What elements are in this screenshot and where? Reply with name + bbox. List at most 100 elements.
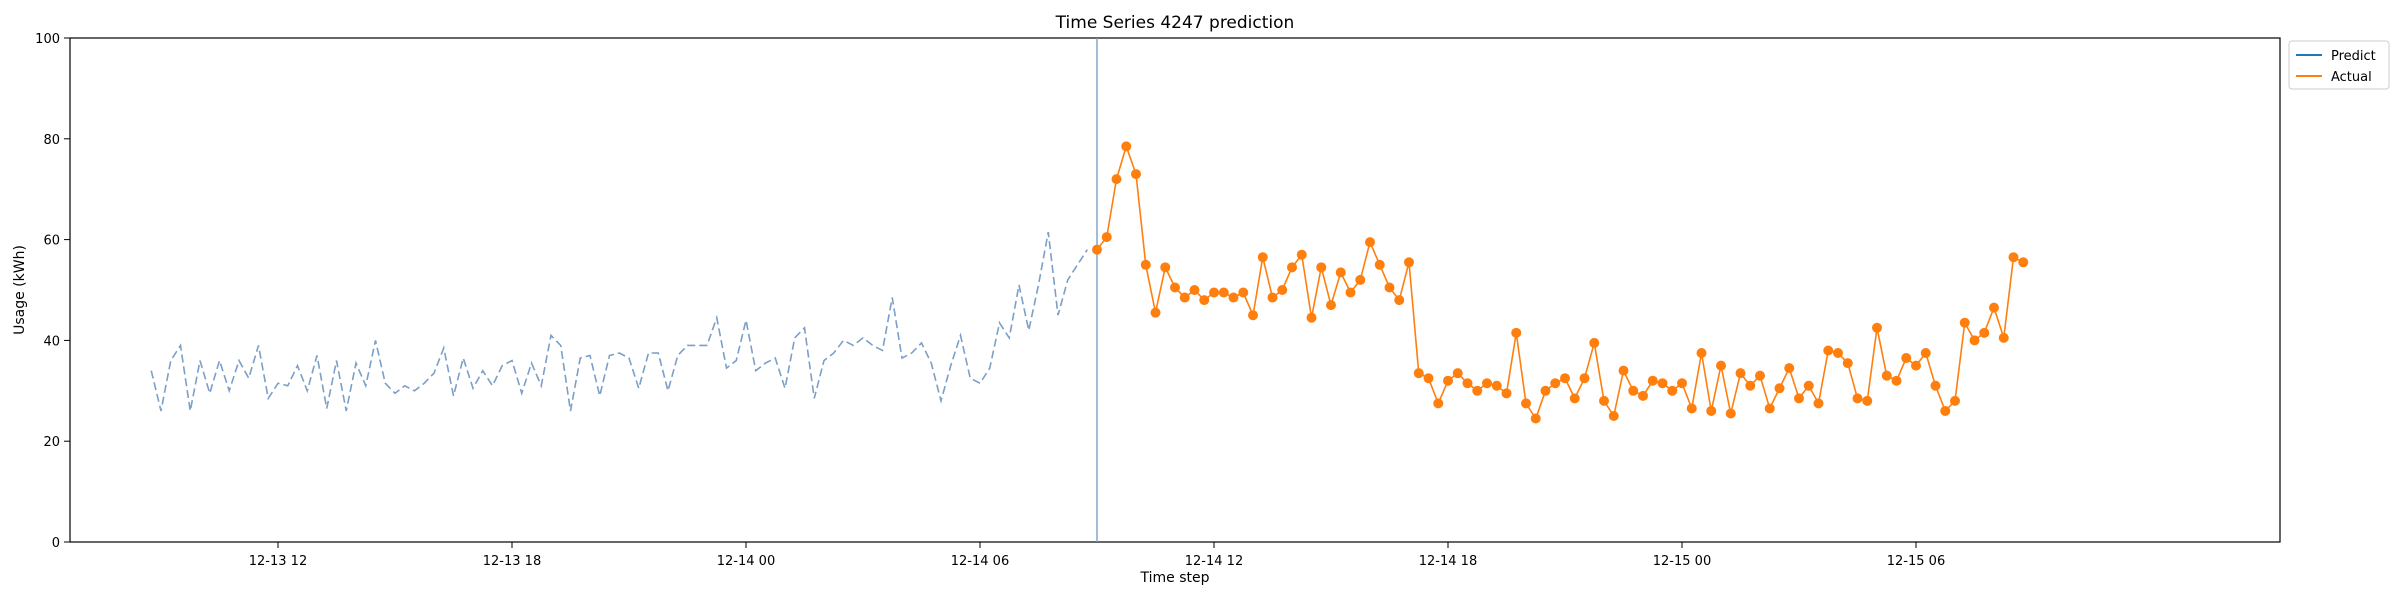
actual-point bbox=[1638, 390, 1648, 401]
y-tick-label: 100 bbox=[35, 32, 60, 47]
actual-point bbox=[1296, 249, 1307, 260]
actual-point bbox=[1462, 378, 1473, 389]
actual-point bbox=[1433, 398, 1444, 409]
actual-point bbox=[1404, 257, 1414, 268]
actual-point bbox=[1725, 408, 1736, 419]
actual-point bbox=[1394, 295, 1405, 306]
actual-point bbox=[1326, 300, 1336, 311]
y-tick-label: 80 bbox=[43, 133, 60, 148]
actual-point bbox=[1735, 368, 1746, 379]
actual-point bbox=[1189, 285, 1200, 295]
actual-point bbox=[1891, 375, 1902, 386]
actual-point bbox=[1423, 373, 1434, 384]
actual-point bbox=[1472, 385, 1483, 396]
actual-point bbox=[1374, 259, 1385, 270]
actual-point bbox=[1979, 327, 1990, 338]
actual-point bbox=[1784, 363, 1795, 374]
actual-point bbox=[1111, 174, 1122, 185]
actual-point bbox=[1872, 322, 1882, 333]
legend: Predict Actual bbox=[2288, 40, 2390, 90]
actual-point bbox=[1608, 411, 1619, 421]
actual-point bbox=[1579, 373, 1590, 384]
actual-point bbox=[1969, 335, 1980, 346]
plot-frame bbox=[69, 37, 2281, 543]
actual-point bbox=[1998, 332, 2009, 343]
plot-content bbox=[150, 38, 2029, 542]
actual-point bbox=[1930, 380, 1941, 391]
actual-point bbox=[1764, 403, 1775, 414]
x-tick-label: 12-15 06 bbox=[1887, 554, 1945, 569]
actual-point bbox=[1501, 388, 1512, 399]
actual-point bbox=[1131, 169, 1141, 180]
actual-point bbox=[1667, 385, 1678, 396]
actual-point bbox=[1959, 317, 1970, 328]
x-tick-label: 12-14 06 bbox=[951, 554, 1009, 569]
actual-point bbox=[1218, 287, 1229, 298]
actual-point bbox=[1686, 403, 1697, 414]
actual-point bbox=[1140, 259, 1151, 270]
actual-point bbox=[1199, 295, 1210, 306]
actual-point bbox=[1950, 395, 1960, 406]
actual-point bbox=[1599, 395, 1609, 406]
actual-point bbox=[1170, 282, 1180, 293]
actual-point bbox=[1901, 353, 1912, 364]
actual-point bbox=[1881, 370, 1892, 381]
actual-point bbox=[1384, 282, 1395, 293]
actual-point bbox=[1452, 368, 1463, 379]
actual-point bbox=[1628, 385, 1639, 396]
actual-point bbox=[1482, 378, 1492, 389]
actual-point bbox=[1530, 413, 1541, 424]
actual-point bbox=[1842, 358, 1853, 369]
y-tick-label: 40 bbox=[43, 334, 60, 349]
actual-point bbox=[2018, 257, 2029, 268]
y-axis-label: Usage (kWh) bbox=[12, 245, 28, 335]
y-tick-label: 20 bbox=[43, 435, 60, 450]
actual-point bbox=[1092, 244, 1102, 255]
actual-point bbox=[1316, 262, 1327, 273]
actual-point bbox=[1852, 393, 1863, 404]
actual-point bbox=[1706, 405, 1717, 416]
actual-point bbox=[1365, 237, 1375, 248]
actual-point bbox=[1833, 348, 1843, 358]
chart-title: Time Series 4247 prediction bbox=[1055, 13, 1295, 33]
actual-point bbox=[1940, 405, 1951, 416]
actual-point bbox=[1589, 337, 1600, 348]
actual-point bbox=[1491, 380, 1502, 391]
actual-point bbox=[1716, 360, 1726, 371]
x-tick-label: 12-14 00 bbox=[717, 554, 775, 569]
actual-point bbox=[1774, 383, 1785, 394]
actual-point bbox=[1306, 312, 1317, 323]
actual-point bbox=[1677, 378, 1687, 389]
x-tick-label: 12-13 18 bbox=[483, 554, 541, 569]
x-tick-label: 12-14 12 bbox=[1185, 554, 1243, 569]
y-tick-label: 60 bbox=[43, 234, 60, 249]
legend-label-actual: Actual bbox=[2331, 70, 2372, 85]
actual-point bbox=[1794, 393, 1804, 404]
x-axis: 12-13 12 12-13 18 12-14 00 12-14 06 12-14 12… bbox=[249, 542, 1945, 569]
actual-point bbox=[1823, 345, 1834, 356]
actual-point bbox=[1443, 375, 1453, 386]
actual-point bbox=[1160, 262, 1171, 273]
actual-point bbox=[1335, 267, 1346, 278]
actual-point bbox=[1345, 287, 1356, 298]
x-tick-label: 12-13 12 bbox=[249, 554, 307, 569]
x-axis-label: Time step bbox=[1140, 570, 1210, 586]
actual-point bbox=[1803, 380, 1814, 391]
actual-point bbox=[1657, 378, 1668, 389]
actual-point bbox=[1101, 232, 1112, 243]
legend-label-predict: Predict bbox=[2331, 49, 2376, 64]
actual-point bbox=[1911, 360, 1921, 371]
actual-point bbox=[1121, 141, 1132, 152]
actual-point bbox=[1569, 393, 1580, 404]
actual-point bbox=[1618, 365, 1629, 376]
y-tick-label: 0 bbox=[52, 536, 60, 551]
actual-point bbox=[1413, 368, 1424, 379]
actual-point bbox=[2008, 252, 2019, 263]
actual-point bbox=[1228, 292, 1239, 303]
actual-point bbox=[1696, 348, 1707, 358]
actual-point bbox=[1511, 327, 1522, 338]
y-axis: 0 20 40 60 80 100 bbox=[35, 32, 70, 551]
actual-point bbox=[1209, 287, 1219, 298]
actual-point bbox=[1277, 285, 1288, 295]
